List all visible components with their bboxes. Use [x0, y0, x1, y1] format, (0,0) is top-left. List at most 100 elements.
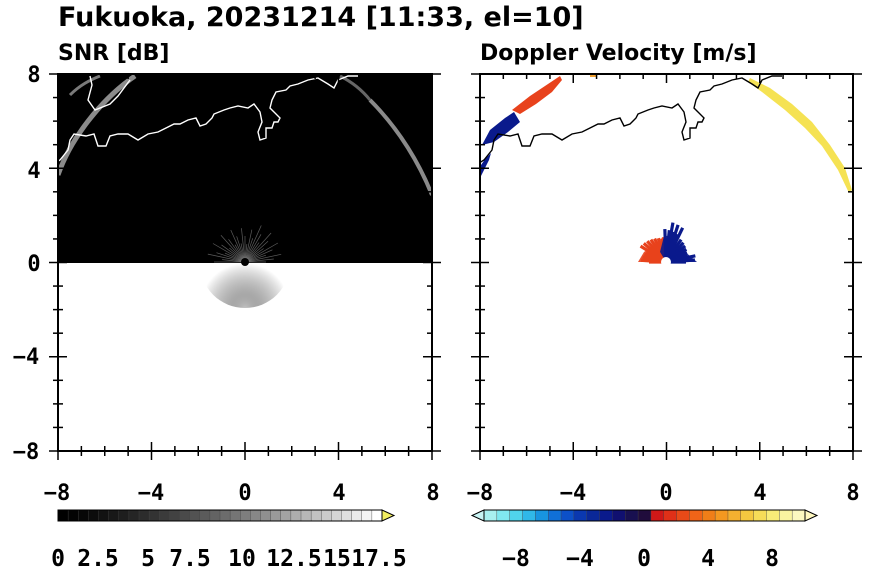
snr-colorbar-cell	[270, 509, 282, 522]
doppler-colorbar-cell	[625, 509, 639, 522]
doppler-colorbar-cell	[586, 509, 601, 522]
cbar-tick-label: 2.5	[77, 546, 119, 572]
doppler-x-axis: −8 −4 0 4 8	[467, 481, 860, 506]
x-tick-label: 0	[238, 481, 251, 506]
snr-ray	[221, 244, 246, 263]
doppler-colorbar-cell	[727, 509, 742, 522]
doppler-colorbar-cell	[560, 509, 575, 522]
doppler-colorbar-cells	[483, 509, 806, 522]
snr-colorbar-cell	[189, 509, 201, 522]
snr-colorbar-cells	[57, 509, 383, 522]
cbar-tick-label: 17.5	[351, 546, 406, 572]
snr-ray	[216, 252, 246, 263]
doppler-colorbar-cell	[766, 509, 780, 522]
snr-ray	[228, 239, 246, 263]
snr-colorbar-cell	[98, 509, 110, 522]
snr-x-axis: −8 −4 0 4 8	[44, 481, 440, 506]
doppler-colorbar-ticklabels: −8 −4 0 4 8	[502, 546, 779, 572]
doppler-colorbar-cell	[509, 509, 524, 522]
snr-axis-ticks	[49, 73, 441, 460]
cbar-tick-label: 10	[228, 546, 256, 572]
doppler-colorbar-cell	[522, 509, 536, 522]
snr-ray	[241, 228, 246, 263]
snr-ray	[244, 258, 274, 263]
cbar-tick-label: −4	[566, 546, 594, 572]
snr-ray	[244, 242, 260, 263]
cbar-tick-label: 5	[141, 546, 155, 572]
doppler-colorbar-cell	[612, 509, 626, 522]
doppler-colorbar-extend-min	[470, 509, 485, 522]
snr-y-axis: 8 4 0 −4 −8	[13, 63, 41, 465]
snr-ray	[244, 249, 273, 263]
y-tick-label: −4	[13, 345, 40, 370]
snr-ray	[244, 229, 253, 263]
y-tick-label: 4	[27, 159, 40, 184]
cbar-tick-label: 0	[637, 546, 651, 572]
snr-ray	[244, 240, 269, 263]
snr-colorbar-cell	[88, 509, 100, 522]
doppler-colorbar-cell	[573, 509, 588, 522]
doppler-clutter-west	[638, 246, 666, 262]
snr-panel-title: SNR [dB]	[58, 41, 169, 66]
cbar-tick-label: 15	[323, 546, 351, 572]
snr-plot-area	[58, 74, 432, 451]
doppler-colorbar-cell	[740, 509, 755, 522]
cbar-tick-label: 8	[765, 546, 779, 572]
snr-colorbar-cell	[361, 509, 373, 522]
snr-colorbar-cell	[179, 509, 191, 522]
cbar-tick-label: 7.5	[169, 546, 211, 572]
snr-colorbar-cell	[351, 509, 363, 522]
snr-island-outline	[87, 75, 131, 111]
snr-colorbar-cell	[371, 509, 383, 522]
doppler-echo-n-speck	[590, 74, 596, 77]
snr-ray	[220, 235, 246, 263]
doppler-echo-w-negative	[481, 153, 491, 176]
snr-colorbar-cell	[199, 509, 211, 522]
snr-colorbar-cell	[108, 509, 120, 522]
doppler-echo-nw-negative	[482, 112, 520, 145]
snr-ray	[207, 253, 246, 263]
x-tick-label: 8	[426, 481, 439, 506]
x-tick-label: −8	[44, 481, 71, 506]
doppler-panel-title: Doppler Velocity [m/s]	[480, 41, 757, 66]
doppler-colorbar-cell	[791, 509, 806, 522]
snr-colorbar-cell	[169, 509, 181, 522]
doppler-colorbar-extend-max	[804, 509, 819, 522]
cbar-tick-label: 0	[51, 546, 65, 572]
cbar-tick-label: −8	[502, 546, 530, 572]
snr-colorbar-cell	[219, 509, 231, 522]
snr-clutter-arc-east	[368, 98, 432, 196]
doppler-colorbar-cell	[753, 509, 767, 522]
cbar-tick-label: 12.5	[266, 546, 321, 572]
doppler-colorbar-cell	[663, 509, 678, 522]
doppler-colorbar-cell	[650, 509, 665, 522]
x-tick-label: −4	[560, 481, 587, 506]
snr-colorbar-cell	[260, 509, 272, 522]
snr-coastline	[58, 75, 358, 163]
snr-ray	[236, 236, 246, 263]
y-tick-label: 0	[27, 252, 40, 277]
doppler-colorbar-cell	[483, 509, 498, 522]
snr-clutter-arc-west	[58, 74, 137, 176]
doppler-colorbar-cell	[702, 509, 716, 522]
snr-colorbar-cell	[310, 509, 322, 522]
doppler-axis-ticks	[471, 73, 862, 460]
doppler-center-hole	[661, 257, 671, 267]
snr-center-dot	[241, 258, 249, 266]
x-tick-label: 4	[332, 481, 345, 506]
snr-colorbar-cell	[138, 509, 150, 522]
snr-colorbar-cell	[209, 509, 221, 522]
doppler-colorbar-cell	[714, 509, 729, 522]
x-tick-label: −4	[138, 481, 165, 506]
doppler-colorbar-cell	[599, 509, 613, 522]
snr-ray	[244, 242, 279, 263]
snr-colorbar-cell	[331, 509, 343, 522]
snr-colorbar-cell	[67, 509, 79, 522]
doppler-clutter-east	[660, 236, 697, 262]
figure-title: Fukuoka, 20231214 [11:33, el=10]	[58, 2, 584, 33]
cbar-tick-label: 4	[701, 546, 715, 572]
snr-ray	[244, 253, 282, 263]
doppler-colorbar: −8 −4 0 4 8	[470, 509, 819, 572]
snr-colorbar-cell	[78, 509, 89, 522]
doppler-coastline	[480, 75, 782, 164]
